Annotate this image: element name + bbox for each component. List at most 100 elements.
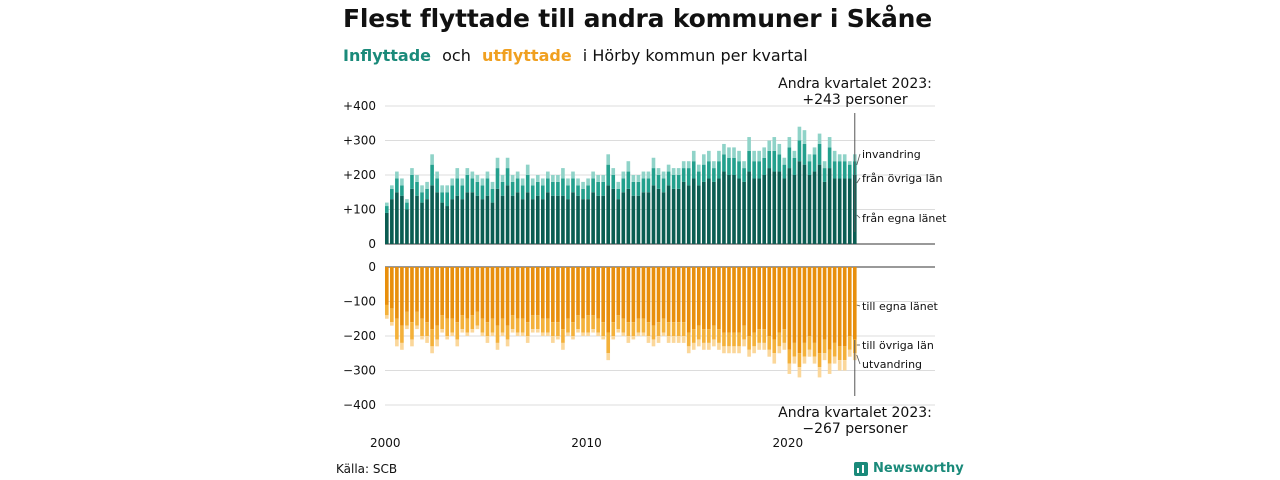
bar-in-other bbox=[485, 178, 490, 196]
bar-out-own bbox=[515, 267, 520, 319]
bar-out-own bbox=[717, 267, 721, 330]
bar-out-emig bbox=[837, 360, 842, 371]
bar-in-other bbox=[792, 157, 797, 175]
bar-out-emig bbox=[490, 332, 495, 336]
bar-in-other bbox=[661, 178, 666, 193]
bar-out-own bbox=[671, 267, 676, 323]
bar-in-immig bbox=[611, 168, 616, 175]
brand-logo-icon bbox=[854, 461, 868, 476]
bar-out-emig bbox=[530, 329, 535, 333]
bar-in-own bbox=[410, 188, 414, 244]
bar-out-emig bbox=[702, 342, 706, 350]
bar-in-own bbox=[551, 195, 555, 244]
bar-out-other bbox=[812, 342, 817, 357]
bar-in-other bbox=[812, 154, 817, 172]
bar-in-immig bbox=[400, 178, 404, 186]
bar-out-emig bbox=[827, 363, 832, 374]
bar-in-own bbox=[465, 192, 470, 244]
subtitle-och: och bbox=[442, 46, 471, 65]
bar-in-other bbox=[410, 175, 414, 189]
bar-out-own bbox=[490, 267, 495, 319]
bar-out-other bbox=[762, 329, 767, 343]
bar-in-own bbox=[722, 171, 726, 244]
bar-out-own bbox=[601, 267, 605, 323]
bar-out-other bbox=[777, 332, 782, 347]
bar-in-other bbox=[777, 154, 782, 172]
bar-out-emig bbox=[707, 342, 711, 350]
bar-in-own bbox=[712, 181, 716, 244]
bar-out-own bbox=[510, 267, 515, 316]
bar-out-own bbox=[611, 267, 616, 323]
bar-in-other bbox=[717, 161, 721, 179]
bar-in-immig bbox=[671, 168, 676, 175]
bar-out-other bbox=[656, 322, 661, 336]
bar-out-other bbox=[681, 322, 686, 336]
bar-in-other bbox=[832, 161, 837, 179]
bar-in-other bbox=[797, 140, 802, 162]
bar-in-other bbox=[566, 185, 570, 200]
bar-in-immig bbox=[420, 185, 424, 193]
bar-out-emig bbox=[596, 332, 600, 336]
bar-in-other bbox=[686, 168, 691, 186]
bar-out-other bbox=[842, 346, 847, 361]
bar-in-own bbox=[495, 188, 500, 244]
bar-in-own bbox=[717, 178, 721, 244]
bar-out-emig bbox=[460, 329, 465, 333]
bar-in-immig bbox=[455, 168, 460, 179]
bar-in-immig bbox=[817, 133, 822, 144]
bar-out-emig bbox=[500, 332, 505, 336]
bar-out-emig bbox=[450, 332, 455, 336]
bar-out-other bbox=[767, 336, 772, 350]
bar-out-emig bbox=[561, 342, 565, 350]
bar-out-own bbox=[641, 267, 646, 319]
bar-in-immig bbox=[551, 175, 555, 182]
bar-out-own bbox=[787, 267, 792, 350]
bar-in-other bbox=[591, 178, 595, 193]
bar-out-emig bbox=[480, 332, 485, 336]
bar-in-other bbox=[817, 143, 822, 165]
bar-out-emig bbox=[752, 346, 756, 354]
subtitle-outflow: utflyttade bbox=[481, 46, 572, 65]
annotation-in-line2: +243 personer bbox=[802, 92, 908, 108]
bar-in-own bbox=[797, 161, 802, 244]
bar-in-own bbox=[540, 199, 545, 244]
bar-out-other bbox=[505, 325, 510, 340]
bar-in-immig bbox=[737, 150, 741, 162]
bar-out-emig bbox=[686, 346, 691, 354]
x-tick-label: 2000 bbox=[370, 436, 401, 450]
bar-out-other bbox=[611, 322, 616, 336]
bar-in-immig bbox=[621, 171, 626, 179]
bar-in-other bbox=[420, 192, 424, 203]
bar-in-own bbox=[817, 164, 822, 244]
bar-in-own bbox=[631, 195, 636, 244]
bar-in-other bbox=[581, 188, 585, 200]
bar-out-own bbox=[455, 267, 460, 323]
bar-out-emig bbox=[636, 332, 641, 336]
bar-out-other bbox=[495, 325, 500, 343]
bar-in-own bbox=[485, 195, 490, 244]
bar-in-immig bbox=[676, 168, 681, 175]
bar-in-own bbox=[505, 185, 510, 244]
bar-out-own bbox=[812, 267, 817, 343]
bar-out-emig bbox=[390, 322, 394, 326]
bar-in-other bbox=[802, 143, 807, 165]
bar-in-other bbox=[732, 157, 736, 175]
bar-in-other bbox=[425, 188, 429, 200]
bar-out-own bbox=[832, 267, 837, 343]
bar-in-own bbox=[782, 178, 787, 244]
bar-in-own bbox=[767, 168, 772, 244]
bar-in-immig bbox=[792, 150, 797, 158]
bar-out-own bbox=[400, 267, 404, 326]
bar-out-emig bbox=[546, 332, 550, 336]
y-tick-label-in: +100 bbox=[343, 203, 376, 217]
bar-out-other bbox=[556, 322, 560, 336]
bar-out-own bbox=[581, 267, 585, 319]
bar-in-immig bbox=[707, 150, 711, 162]
bar-in-immig bbox=[470, 171, 475, 179]
bar-out-other bbox=[430, 329, 434, 347]
series-leader-in bbox=[856, 153, 861, 166]
bar-out-own bbox=[847, 267, 852, 336]
bar-out-own bbox=[722, 267, 726, 333]
bar-out-emig bbox=[762, 342, 767, 350]
bar-in-own bbox=[425, 199, 429, 244]
